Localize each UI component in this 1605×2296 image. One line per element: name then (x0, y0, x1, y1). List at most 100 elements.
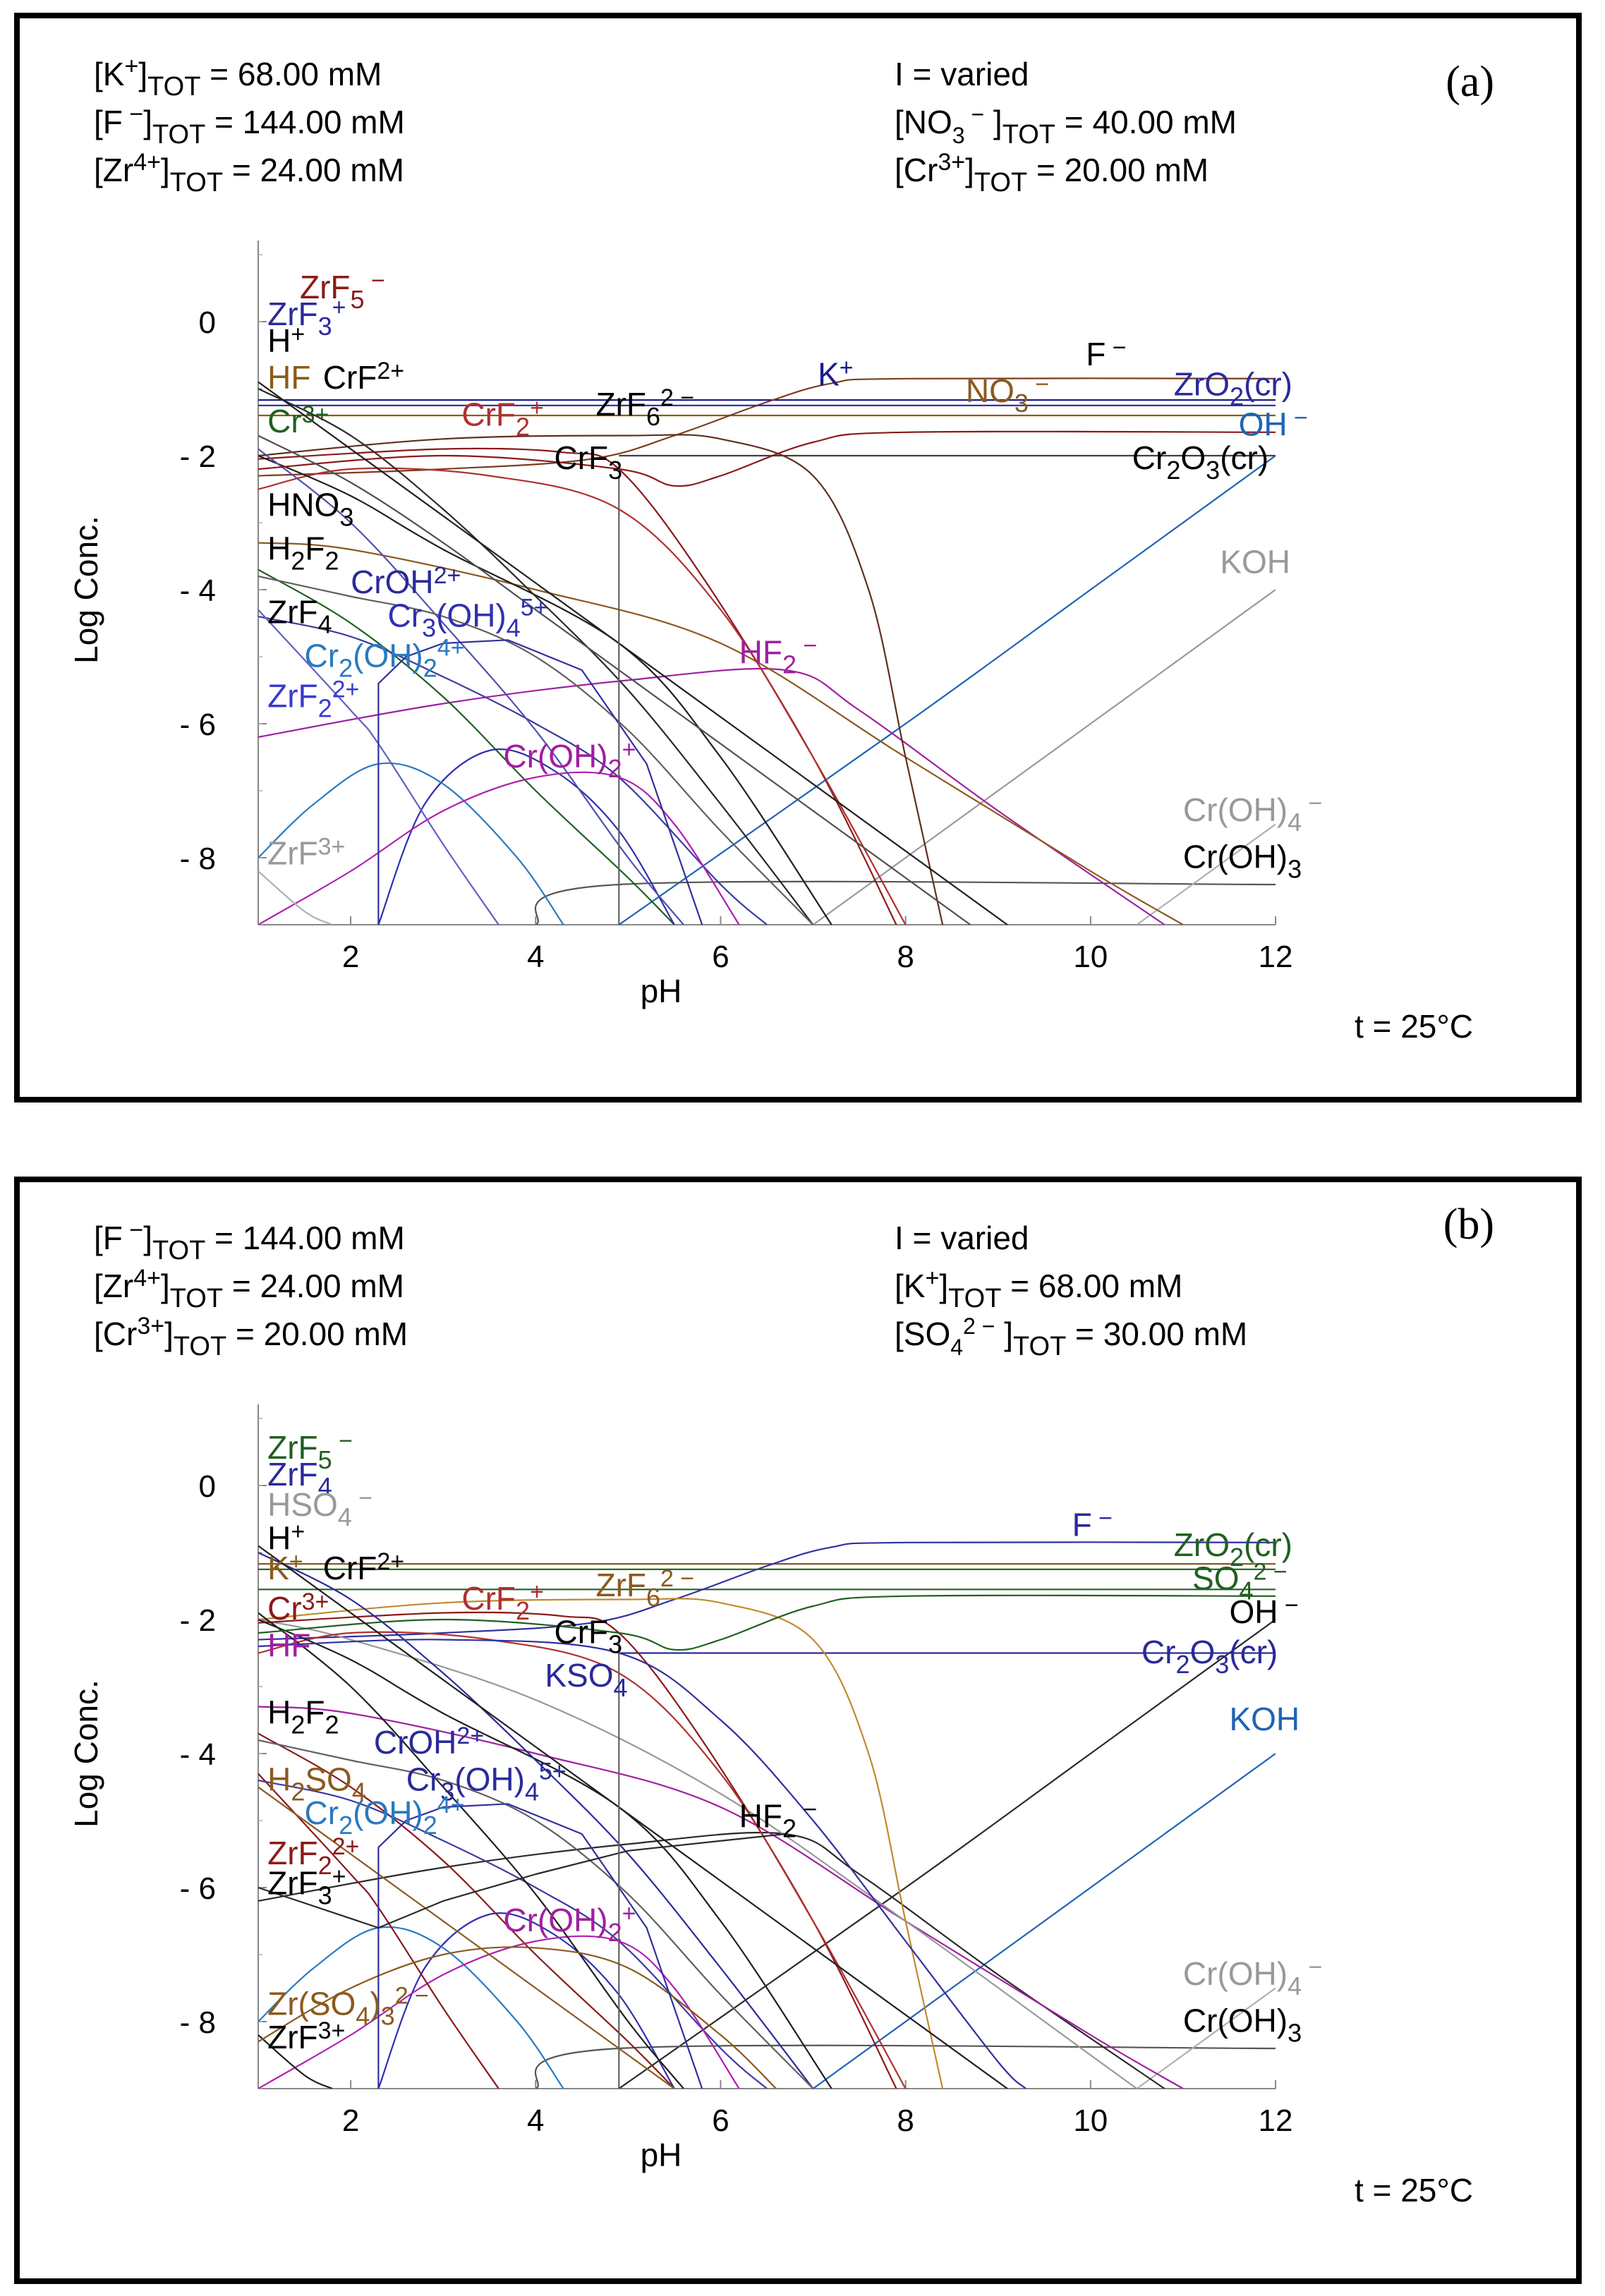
y-tick-label: - 6 (180, 707, 216, 742)
header-right-0: I = varied (895, 56, 1029, 92)
y-tick-label: - 4 (180, 573, 216, 608)
species-label: Cr2(OH)24+ (305, 1792, 465, 1840)
series-line-h- (258, 381, 1009, 925)
header-right-2: [SO42 − ]TOT = 30.00 mM (895, 1313, 1247, 1361)
temperature-label: t = 25°C (1355, 1008, 1473, 1045)
series-line-cr3-oh-4-5- (377, 1912, 675, 2089)
species-label: Cr(OH)2+ (503, 736, 636, 783)
species-label: ZrF22+ (267, 1833, 359, 1880)
series-line-zrf6-2- (258, 434, 944, 925)
series-line-hf (258, 542, 1184, 925)
species-label: CrOH2+ (351, 562, 461, 600)
species-label: K+ (267, 1548, 303, 1586)
series-line-zrf3- (258, 448, 684, 925)
series-line-cr3- (258, 1732, 675, 2089)
species-label: ZrF62 − (595, 384, 694, 431)
series-line-hf (258, 1706, 1184, 2089)
species-label: Cr(OH)3 (1183, 2002, 1302, 2047)
series-line-crf2- (258, 467, 907, 925)
header-left-0: [K+]TOT = 68.00 mM (94, 53, 382, 102)
species-label: H2SO4 (267, 1761, 366, 1806)
species-label: CrF2+ (323, 1548, 404, 1586)
temperature-label: t = 25°C (1355, 2172, 1473, 2209)
species-label: CrF3 (554, 1613, 622, 1658)
series-line-hno3 (258, 435, 971, 925)
series-line-koh (812, 589, 1276, 925)
series-line-cr2-oh-2-4- (258, 1926, 564, 2089)
series-line-h2f2 (258, 1739, 814, 2089)
series-line-cr-oh-3 (534, 2044, 1276, 2089)
series-line-zrf-3- (258, 2034, 333, 2089)
series-line-zrf2-2-dip (377, 1803, 703, 2089)
x-axis-label: pH (641, 2137, 682, 2173)
series-line-zrf3- (258, 1612, 684, 2089)
series-line-cr-oh-2- (258, 771, 740, 925)
y-tick-label: - 4 (180, 1737, 216, 1772)
species-label: ZrF3+ (267, 2017, 345, 2055)
series-line-oh- (618, 455, 1276, 925)
series-line-h2f2 (258, 575, 814, 925)
header-left-1: [Zr4+]TOT = 24.00 mM (94, 1265, 404, 1313)
species-label: ZrF4 (267, 594, 332, 639)
x-tick-label: 2 (342, 940, 359, 974)
species-label: HNO3 (267, 487, 353, 532)
x-tick-label: 12 (1259, 940, 1293, 974)
series-line-crf2- (258, 1631, 907, 2089)
species-label: OH − (1229, 1592, 1298, 1630)
header-left-0: [F −]TOT = 144.00 mM (94, 1217, 405, 1265)
panel-label: (a) (1446, 58, 1494, 106)
series-line-croh2- (258, 1779, 768, 2089)
species-label: CrF2+ (323, 358, 404, 396)
species-label: ZrF62 − (595, 1565, 694, 1612)
y-tick-label: - 8 (180, 2005, 216, 2040)
series-line-hso4- (258, 1618, 1138, 2089)
species-label: H+ (267, 321, 305, 359)
series-line-cr-oh-3 (534, 880, 1276, 925)
species-label: HSO4 − (267, 1485, 373, 1531)
panel-b: 2 4 6 8 10 12 0 - 2 - 4 - 6 - 8 pH Log Conc. t = 25°C… (14, 1177, 1582, 2284)
series-line-zrf2-2-dip (377, 639, 703, 925)
species-label: Cr3+ (267, 1589, 329, 1627)
series-line-zr-so4-3-2- (258, 1946, 777, 2089)
species-label: CrOH2+ (374, 1723, 484, 1761)
x-tick-label: 2 (342, 2103, 359, 2138)
species-label: ZrF5 − (300, 267, 385, 314)
panel-a: 2 4 6 8 10 12 0 - 2 - 4 - 6 - 8 pH Log Conc. t = 25°C… (14, 13, 1582, 1103)
series-line-zrf5- (258, 430, 1276, 487)
series-line-f- (258, 1541, 1276, 1641)
header-left-1: [F −]TOT = 144.00 mM (94, 101, 405, 150)
species-label: Cr(OH)3 (1183, 838, 1302, 883)
x-tick-label: 8 (897, 2103, 914, 2138)
panel-label: (b) (1443, 1201, 1494, 1249)
series-line-hf2-knee (258, 1833, 786, 1929)
series-line-cr-oh-2- (258, 1935, 740, 2089)
species-label: Zr(SO4)32 − (267, 1983, 429, 2031)
series-line-crf2-monofluoro- (258, 1618, 832, 2089)
species-label: CrF2+ (461, 394, 544, 441)
species-label: Cr(OH)2+ (503, 1900, 636, 1947)
y-tick-label: - 6 (180, 1871, 216, 1906)
y-tick-label: - 8 (180, 842, 216, 876)
species-label: ZrF22+ (267, 676, 359, 722)
y-tick-label: 0 (199, 1469, 216, 1504)
y-tick-label: - 2 (180, 439, 216, 474)
species-label: Cr2O3(cr) (1141, 1634, 1278, 1679)
series-line-cr2-oh-2-4- (258, 762, 564, 925)
series-line-kso4- (258, 1639, 1026, 2089)
x-tick-label: 10 (1073, 2103, 1108, 2138)
series-group (258, 1541, 1276, 2089)
species-label: ZrO2(cr) (1174, 1526, 1292, 1572)
species-label: SO42 − (1192, 1558, 1288, 1605)
x-tick-label: 6 (712, 2103, 729, 2138)
header-right-1: [K+]TOT = 68.00 mM (895, 1265, 1182, 1313)
header-left-2: [Cr3+]TOT = 20.00 mM (94, 1313, 408, 1361)
series-line-h- (258, 1545, 1009, 2089)
species-label: HF (267, 359, 310, 396)
x-tick-label: 4 (527, 940, 544, 974)
header-right-0: I = varied (895, 1220, 1029, 1256)
species-label: HF2 − (739, 1797, 818, 1843)
species-label: H+ (267, 1518, 305, 1556)
series-line-zrf6-2- (258, 1598, 944, 2089)
species-label: H2F2 (267, 530, 339, 575)
species-label: HF2 − (739, 633, 818, 679)
